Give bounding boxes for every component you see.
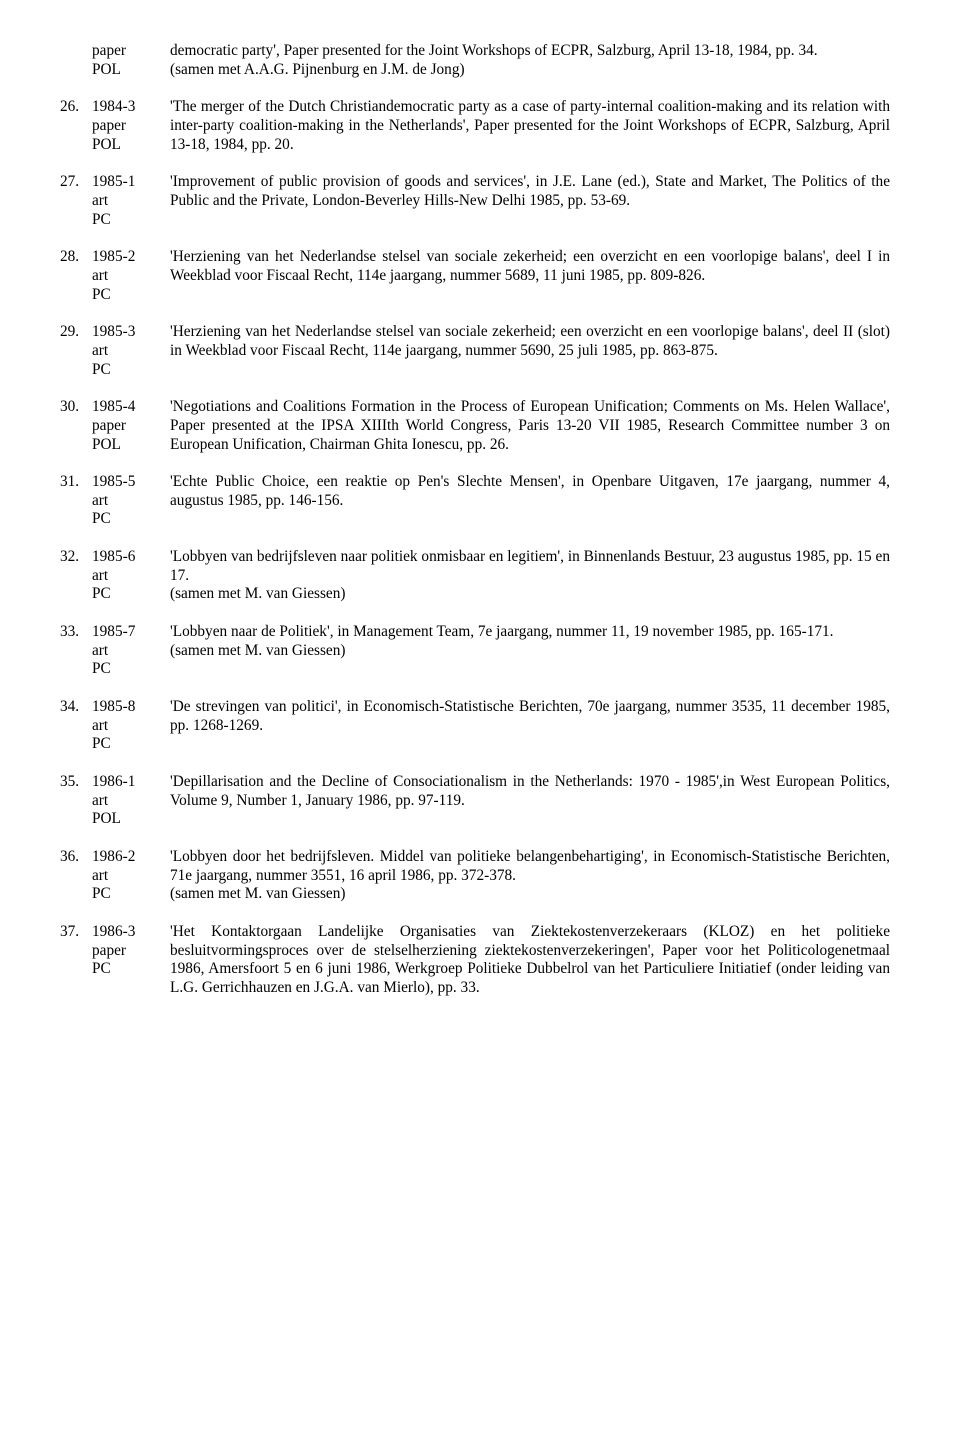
entry-tag: POL [92,136,170,155]
entry-type: paper [92,42,170,61]
entry-type: art [92,717,170,736]
entry-year-code: 1985-1 [92,173,170,192]
entry-tag: PC [92,286,170,305]
entry-meta: 1986-1artPOL [92,773,170,829]
entry-number: 33. [60,623,92,642]
bibliography-entry: 35.1986-1artPOL'Depillarisation and the … [60,773,890,829]
entry-year-code: 1985-4 [92,398,170,417]
entry-tag: POL [92,61,170,80]
entry-type: art [92,492,170,511]
entry-year-code: 1986-2 [92,848,170,867]
entry-type: art [92,642,170,661]
entry-type: paper [92,417,170,436]
entry-tag: POL [92,436,170,455]
entry-meta: paperPOL [92,42,170,79]
entry-description: 'De strevingen van politici', in Economi… [170,698,890,735]
entry-tag: PC [92,361,170,380]
entry-description: 'Lobbyen door het bedrijfsleven. Middel … [170,848,890,904]
bibliography-entry: 30.1985-4paperPOL'Negotiations and Coali… [60,398,890,454]
bibliography-entry: 26.1984-3paperPOL'The merger of the Dutc… [60,98,890,154]
entry-tag: POL [92,810,170,829]
entry-description: 'Het Kontaktorgaan Landelijke Organisati… [170,923,890,998]
entry-year-code: 1984-3 [92,98,170,117]
entry-number: 36. [60,848,92,867]
entry-meta: 1986-2artPC [92,848,170,904]
entry-description: 'Lobbyen naar de Politiek', in Managemen… [170,623,890,660]
entry-meta: 1985-2artPC [92,248,170,304]
entry-number: 34. [60,698,92,717]
entry-number: 29. [60,323,92,342]
entry-type: art [92,792,170,811]
bibliography-entry: 36.1986-2artPC'Lobbyen door het bedrijfs… [60,848,890,904]
entry-meta: 1986-3paperPC [92,923,170,979]
entry-number: 27. [60,173,92,192]
entry-type: art [92,267,170,286]
entry-type: art [92,867,170,886]
entry-description: 'The merger of the Dutch Christiandemocr… [170,98,890,154]
bibliography-entry: 33.1985-7artPC'Lobbyen naar de Politiek'… [60,623,890,679]
entry-number: 28. [60,248,92,267]
entry-number: 35. [60,773,92,792]
entry-description: 'Herziening van het Nederlandse stelsel … [170,323,890,360]
entry-number: 37. [60,923,92,942]
entry-tag: PC [92,510,170,529]
entry-description: 'Lobbyen van bedrijfsleven naar politiek… [170,548,890,604]
entry-year-code: 1985-3 [92,323,170,342]
entry-description: 'Depillarisation and the Decline of Cons… [170,773,890,810]
entry-description: 'Improvement of public provision of good… [170,173,890,210]
entry-year-code: 1985-8 [92,698,170,717]
entry-tag: PC [92,960,170,979]
bibliography-list: paperPOLdemocratic party', Paper present… [60,42,890,998]
entry-type: art [92,342,170,361]
entry-description: 'Herziening van het Nederlandse stelsel … [170,248,890,285]
entry-number: 30. [60,398,92,417]
entry-year-code: 1985-6 [92,548,170,567]
entry-tag: PC [92,885,170,904]
entry-meta: 1985-1artPC [92,173,170,229]
entry-year-code: 1986-3 [92,923,170,942]
entry-year-code: 1986-1 [92,773,170,792]
entry-type: art [92,567,170,586]
entry-meta: 1985-5artPC [92,473,170,529]
entry-description: 'Echte Public Choice, een reaktie op Pen… [170,473,890,510]
entry-tag: PC [92,211,170,230]
bibliography-entry: 29.1985-3artPC'Herziening van het Nederl… [60,323,890,379]
entry-meta: 1984-3paperPOL [92,98,170,154]
entry-tag: PC [92,660,170,679]
entry-number: 31. [60,473,92,492]
entry-year-code: 1985-5 [92,473,170,492]
entry-meta: 1985-3artPC [92,323,170,379]
entry-meta: 1985-8artPC [92,698,170,754]
entry-type: paper [92,117,170,136]
entry-number: 32. [60,548,92,567]
entry-type: art [92,192,170,211]
bibliography-entry: paperPOLdemocratic party', Paper present… [60,42,890,79]
entry-description: 'Negotiations and Coalitions Formation i… [170,398,890,454]
bibliography-entry: 31.1985-5artPC'Echte Public Choice, een … [60,473,890,529]
bibliography-entry: 32.1985-6artPC'Lobbyen van bedrijfsleven… [60,548,890,604]
entry-meta: 1985-6artPC [92,548,170,604]
entry-year-code: 1985-2 [92,248,170,267]
entry-number: 26. [60,98,92,117]
bibliography-entry: 34.1985-8artPC'De strevingen van politic… [60,698,890,754]
entry-tag: PC [92,585,170,604]
entry-meta: 1985-4paperPOL [92,398,170,454]
bibliography-entry: 27.1985-1artPC'Improvement of public pro… [60,173,890,229]
bibliography-entry: 37.1986-3paperPC'Het Kontaktorgaan Lande… [60,923,890,998]
bibliography-entry: 28.1985-2artPC'Herziening van het Nederl… [60,248,890,304]
entry-tag: PC [92,735,170,754]
entry-description: democratic party', Paper presented for t… [170,42,890,79]
entry-type: paper [92,942,170,961]
entry-year-code: 1985-7 [92,623,170,642]
entry-meta: 1985-7artPC [92,623,170,679]
